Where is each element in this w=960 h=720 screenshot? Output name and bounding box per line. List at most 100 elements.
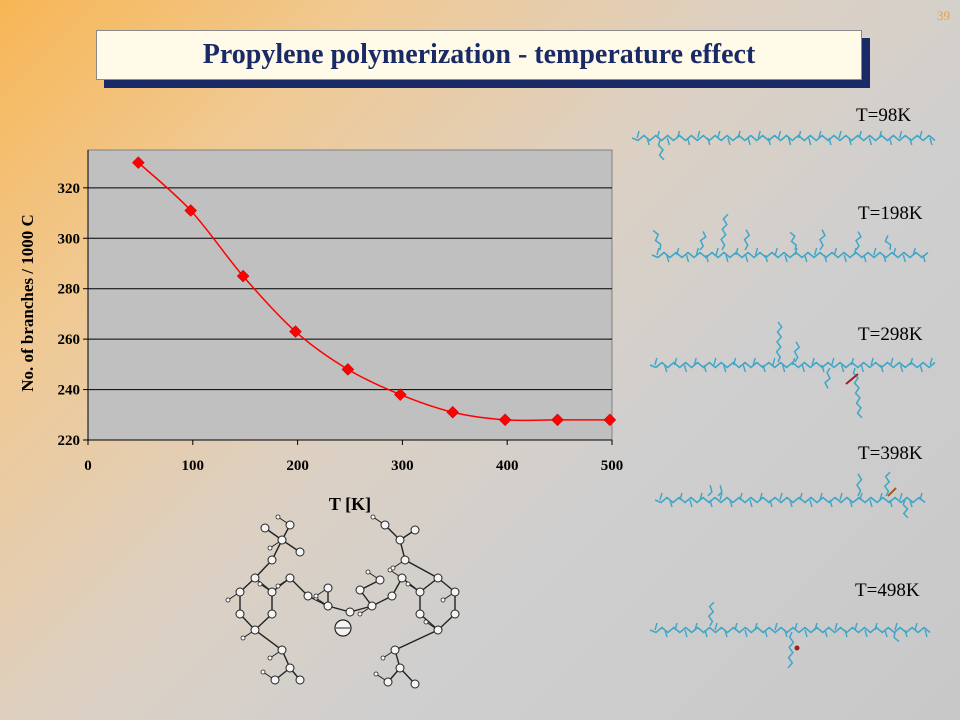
data-point (131, 156, 145, 169)
methyl-tick (804, 254, 808, 263)
methyl-tick (759, 492, 763, 501)
methyl-tick (838, 130, 842, 139)
bond (254, 629, 283, 651)
chain-branch (707, 485, 713, 497)
methyl-tick (669, 499, 673, 508)
methyl-tick (705, 254, 709, 263)
methyl-tick (880, 364, 884, 373)
chain-branch (652, 229, 662, 251)
methyl-tick (654, 357, 658, 366)
carbon-atom (415, 587, 425, 597)
methyl-tick (696, 130, 701, 139)
methyl-tick (729, 499, 733, 508)
methyl-tick (869, 499, 873, 508)
y-axis-label: No. of branches / 1000 C (18, 214, 37, 392)
carbon-atom (277, 645, 287, 655)
methyl-tick (850, 357, 855, 366)
data-point (184, 204, 198, 217)
methyl-tick (666, 254, 670, 263)
methyl-tick (831, 357, 835, 366)
methyl-tick (762, 364, 766, 373)
methyl-tick (764, 254, 769, 263)
hydrogen-atom (365, 569, 371, 575)
chain-branch (717, 485, 723, 497)
chain-backbone (631, 134, 936, 142)
methyl-tick (929, 357, 933, 366)
methyl-tick (679, 492, 683, 501)
data-point (236, 269, 250, 283)
carbon-atom (260, 523, 270, 533)
temp-label-298k: T=298K (858, 324, 923, 345)
methyl-tick (833, 247, 838, 256)
molecule-group (225, 514, 460, 689)
methyl-tick (868, 137, 873, 146)
methyl-tick (713, 357, 717, 366)
x-axis-label: T [K] (329, 494, 371, 514)
methyl-tick (666, 137, 671, 146)
hydrogen-atom (313, 593, 319, 599)
chain-branch (707, 601, 715, 627)
y-tick-label: 220 (58, 433, 81, 449)
temp-label-498k: T=498K (855, 580, 920, 601)
chain-branch (893, 631, 900, 643)
slide-number: 39 (937, 8, 950, 23)
methyl-tick (781, 364, 786, 373)
chain-198k (651, 213, 929, 263)
bond (394, 629, 439, 651)
methyl-tick (818, 130, 822, 139)
methyl-tick (724, 629, 728, 638)
methyl-tick (808, 137, 812, 146)
data-point (603, 413, 617, 427)
methyl-tick (909, 137, 913, 146)
carbon-atom (355, 585, 365, 595)
methyl-tick (804, 629, 808, 638)
methyl-tick (894, 622, 898, 631)
chain-branch (855, 231, 862, 251)
carbon-atom (285, 520, 295, 530)
carbon-atom (267, 587, 277, 597)
methyl-tick (898, 130, 903, 139)
chain-branch (789, 231, 798, 251)
x-tick-label: 300 (391, 458, 414, 474)
chain-branch (775, 321, 783, 363)
methyl-tick (714, 622, 718, 631)
x-tick-label: 0 (84, 458, 92, 474)
carbon-atom (433, 573, 443, 583)
methyl-tick (888, 137, 893, 146)
methyl-tick (829, 499, 833, 508)
carbon-atom (400, 555, 410, 565)
methyl-tick (749, 499, 753, 508)
temp-label-98k: T=98K (856, 105, 912, 126)
hydrogen-atom (357, 611, 363, 617)
methyl-tick (904, 629, 908, 638)
chain-backbone (649, 626, 931, 634)
chain-398k (654, 471, 926, 519)
carbon-atom (383, 677, 393, 687)
hydrogen-atom (370, 514, 376, 520)
chain-branch (902, 499, 909, 519)
methyl-tick (789, 499, 793, 508)
x-tick-label: 200 (286, 458, 309, 474)
methyl-tick (656, 130, 660, 139)
methyl-tick (664, 364, 668, 373)
methyl-tick (744, 629, 748, 638)
hydrogen-atom (240, 635, 246, 641)
y-tick-label: 300 (58, 231, 81, 247)
carbon-atom (267, 555, 277, 565)
methyl-tick (774, 247, 778, 256)
methyl-tick (819, 492, 823, 501)
methyl-tick (854, 622, 858, 631)
methyl-tick (719, 492, 723, 501)
methyl-tick (707, 137, 711, 146)
methyl-tick (864, 629, 868, 638)
hydrogen-atom (423, 619, 429, 625)
carbon-atom (235, 587, 245, 597)
methyl-tick (737, 130, 741, 139)
methyl-tick (693, 357, 697, 366)
methyl-tick (909, 357, 914, 366)
methyl-tick (791, 357, 796, 366)
methyl-tick (683, 364, 688, 373)
carbon-atom (285, 573, 295, 583)
bond (404, 559, 439, 579)
